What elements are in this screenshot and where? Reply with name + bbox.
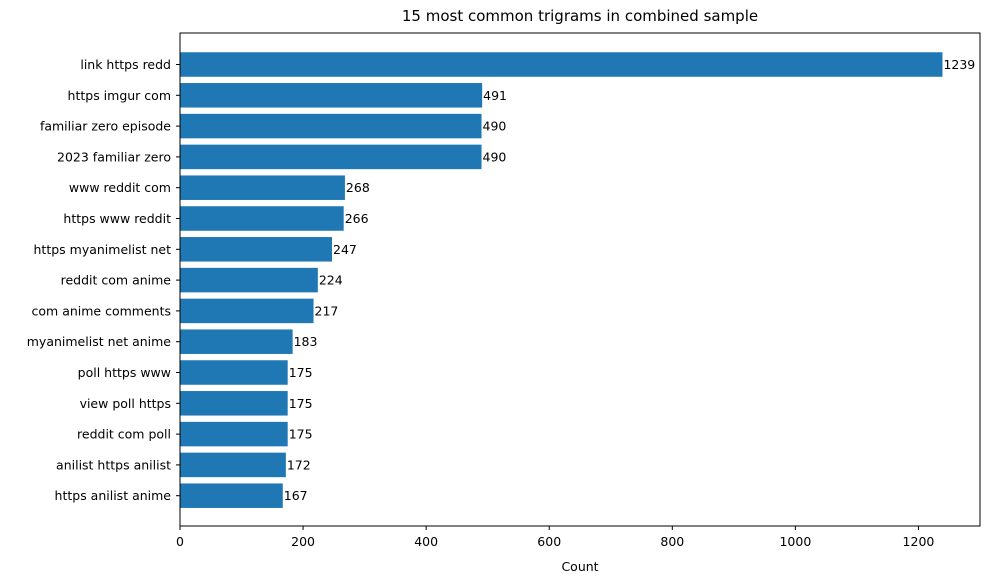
x-tick-label: 200 [291,534,315,549]
x-tick-label: 1000 [779,534,811,549]
y-tick-label: familiar zero episode [40,119,171,134]
data-label: 247 [333,242,357,257]
y-tick-label: myanimelist net anime [27,334,172,349]
y-tick-labels: link https redd https imgur com familiar z… [27,57,180,503]
y-tick-label: com anime comments [32,303,171,318]
x-tick-label: 1200 [903,534,935,549]
data-label: 490 [483,119,507,134]
data-label: 183 [294,334,318,349]
data-label: 224 [319,273,343,288]
bar [180,267,318,293]
bar [180,175,345,200]
bar [180,329,293,354]
data-label: 175 [289,427,313,442]
data-label: 172 [287,457,311,472]
x-tick-label: 800 [660,534,684,549]
data-label: 491 [483,88,507,103]
y-tick-label: reddit com poll [77,427,171,442]
y-tick-label: poll https www [78,365,171,380]
y-tick-label: link https redd [80,57,171,72]
y-tick-label: view poll https [80,396,171,411]
y-tick-label: reddit com anime [61,273,172,288]
bar [180,83,483,108]
data-label: 175 [289,396,313,411]
bar [180,52,943,77]
x-tick-label: 0 [176,534,184,549]
data-label: 490 [483,149,507,164]
data-label: 266 [345,211,369,226]
y-tick-label: www reddit com [69,180,171,195]
y-tick-label: https imgur com [68,88,171,103]
bar [180,391,288,416]
data-label: 175 [289,365,313,380]
y-tick-label: 2023 familiar zero [57,149,171,164]
bar [180,113,482,139]
bar [180,421,288,447]
y-tick-label: anilist https anilist [56,457,171,472]
y-tick-label: https myanimelist net [34,242,172,257]
data-labels: 1239 491 490 490 268 266 247 224 217 183 175 175 175… [284,57,976,503]
bar [180,298,314,324]
data-label: 268 [346,180,370,195]
data-label: 167 [284,488,308,503]
chart-title: 15 most common trigrams in combined samp… [402,7,758,25]
bar [180,360,288,385]
bar [180,483,283,508]
x-tick-label: 600 [537,534,561,549]
x-tick-label: 400 [414,534,438,549]
bar [180,144,482,170]
data-label: 217 [315,303,339,318]
bars-layer [180,52,943,508]
data-label: 1239 [943,57,975,72]
plot-frame [179,32,981,527]
bar [180,452,286,478]
bar [180,206,344,231]
bar [180,237,332,262]
y-tick-label: https anilist anime [55,488,172,503]
x-axis-label: Count [561,559,598,574]
y-tick-label: https www reddit [63,211,171,226]
x-axis-ticks: 0 200 400 600 800 1000 1200 [176,526,934,549]
